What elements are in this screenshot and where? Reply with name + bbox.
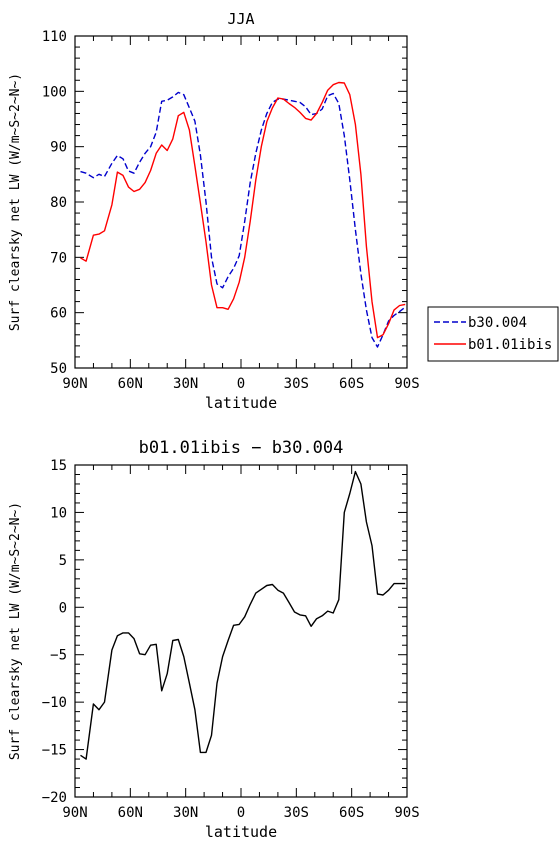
chart2-title: b01.01ibis − b30.004 bbox=[139, 438, 344, 458]
chart2-ytick-label: −15 bbox=[42, 743, 67, 759]
chart2-ytick-label: −20 bbox=[42, 790, 67, 806]
chart1-xtick-label: 30N bbox=[173, 376, 198, 392]
chart2-xtick-label: 30S bbox=[284, 805, 309, 821]
legend-label-2: b01.01ibis bbox=[468, 337, 552, 353]
chart1-xtick-label: 30S bbox=[284, 376, 309, 392]
chart2-xtick-label: 60N bbox=[118, 805, 143, 821]
chart1-xtick-label: 90N bbox=[62, 376, 87, 392]
chart2-xtick-label: 90S bbox=[394, 805, 419, 821]
chart2-xlabel: latitude bbox=[205, 823, 277, 841]
chart1-ytick-label: 80 bbox=[50, 195, 67, 211]
chart1-xtick-label: 90S bbox=[394, 376, 419, 392]
chart2-ytick-label: 0 bbox=[59, 600, 67, 616]
chart1-title: JJA bbox=[227, 10, 254, 28]
chart2-xtick-label: 60S bbox=[339, 805, 364, 821]
chart1-xtick-label: 60N bbox=[118, 376, 143, 392]
chart2-xtick-label: 90N bbox=[62, 805, 87, 821]
chart1-xlabel: latitude bbox=[205, 394, 277, 412]
chart1-plot-frame bbox=[74, 35, 408, 369]
chart1-ylabel: Surf clearsky net LW (W/m~S~2~N~) bbox=[8, 73, 23, 331]
chart1-ytick-label: 60 bbox=[50, 306, 67, 322]
chart2-ytick-label: −10 bbox=[42, 695, 67, 711]
chart1-ytick-label: 50 bbox=[50, 361, 67, 377]
chart1-xtick-label: 0 bbox=[237, 376, 245, 392]
chart1-ytick-label: 100 bbox=[42, 84, 67, 100]
chart2-ytick-label: −5 bbox=[50, 648, 67, 664]
chart1-xtick-label: 60S bbox=[339, 376, 364, 392]
chart2-ytick-label: 15 bbox=[50, 458, 67, 474]
chart2-xtick-label: 0 bbox=[237, 805, 245, 821]
chart1-ytick-label: 90 bbox=[50, 140, 67, 156]
chart1-ytick-label: 110 bbox=[42, 29, 67, 45]
chart2-plot-frame bbox=[74, 464, 408, 798]
chart2-ytick-label: 10 bbox=[50, 505, 67, 521]
chart2-series-diff-line bbox=[80, 470, 406, 760]
chart2-ylabel: Surf clearsky net LW (W/m~S~2~N~) bbox=[8, 502, 23, 760]
chart2-xtick-label: 30N bbox=[173, 805, 198, 821]
legend-box bbox=[427, 306, 559, 362]
chart1-series-b30-004-line bbox=[80, 91, 406, 348]
chart1-series-b01-01ibis-line bbox=[80, 81, 406, 339]
chart2-ytick-label: 5 bbox=[59, 553, 67, 569]
chart1-ytick-label: 70 bbox=[50, 250, 67, 266]
legend-label-1: b30.004 bbox=[468, 315, 527, 331]
